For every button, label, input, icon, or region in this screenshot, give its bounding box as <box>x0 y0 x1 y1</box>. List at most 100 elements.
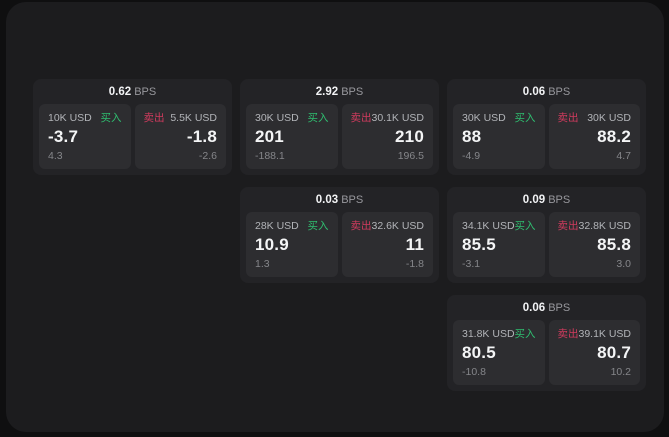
buy-price: -3.7 <box>48 127 79 146</box>
sell-panel[interactable]: 卖出 5.5K USD -1.8 -2.6 <box>134 104 226 169</box>
sell-panel-header: 卖出 39.1K USD <box>558 328 632 340</box>
sell-delta: -1.8 <box>405 258 424 270</box>
buy-amount: 31.8K USD <box>462 328 515 340</box>
bps-unit-label: BPS <box>341 194 364 206</box>
price-card: 0.62 BPS 10K USD 买入 -3.7 4.3 卖出 5.5K USD… <box>33 79 232 175</box>
buy-panel[interactable]: 10K USD 买入 -3.7 4.3 <box>39 104 131 169</box>
sell-price: 11 <box>405 235 424 254</box>
buy-side-label: 买入 <box>307 112 329 124</box>
bps-header: 0.06 BPS <box>447 295 646 320</box>
sell-panel[interactable]: 卖出 32.8K USD 85.8 3.0 <box>548 212 640 277</box>
sell-side-label: 卖出 <box>350 220 372 232</box>
sell-panel[interactable]: 卖出 39.1K USD 80.7 10.2 <box>548 320 640 385</box>
buy-side-label: 买入 <box>514 220 536 232</box>
bps-header: 0.09 BPS <box>447 187 646 212</box>
buy-panel-header: 28K USD 买入 <box>255 220 329 232</box>
buy-side-label: 买入 <box>514 328 536 340</box>
buy-price: 10.9 <box>255 235 289 254</box>
buy-price: 80.5 <box>462 343 496 362</box>
sell-panel[interactable]: 卖出 30.1K USD 210 196.5 <box>341 104 433 169</box>
bps-header: 0.03 BPS <box>240 187 439 212</box>
sell-panel-header: 卖出 32.6K USD <box>351 220 425 232</box>
sell-delta: -2.6 <box>198 150 217 162</box>
card-body: 28K USD 买入 10.9 1.3 卖出 32.6K USD 11 -1.8 <box>246 212 433 277</box>
buy-delta: -10.8 <box>462 366 486 378</box>
bps-unit-label: BPS <box>548 302 571 314</box>
bps-unit-label: BPS <box>341 86 364 98</box>
card-body: 34.1K USD 买入 85.5 -3.1 卖出 32.8K USD 85.8… <box>453 212 640 277</box>
bps-value: 0.06 <box>522 302 546 314</box>
buy-amount: 10K USD <box>48 112 92 124</box>
sell-panel-header: 卖出 30.1K USD <box>351 112 425 124</box>
buy-panel-header: 31.8K USD 买入 <box>462 328 536 340</box>
card-body: 31.8K USD 买入 80.5 -10.8 卖出 39.1K USD 80.… <box>453 320 640 385</box>
sell-panel[interactable]: 卖出 30K USD 88.2 4.7 <box>548 104 640 169</box>
sell-side-label: 卖出 <box>350 112 372 124</box>
buy-panel[interactable]: 34.1K USD 买入 85.5 -3.1 <box>453 212 545 277</box>
buy-panel-header: 30K USD 买入 <box>462 112 536 124</box>
sell-side-label: 卖出 <box>557 220 579 232</box>
sell-panel-header: 卖出 5.5K USD <box>144 112 218 124</box>
sell-price: 80.7 <box>597 343 631 362</box>
buy-amount: 30K USD <box>255 112 299 124</box>
buy-delta: 1.3 <box>255 258 270 270</box>
sell-amount: 32.8K USD <box>578 220 632 232</box>
bps-value: 0.03 <box>315 194 339 206</box>
sell-amount: 39.1K USD <box>578 328 632 340</box>
buy-delta: -188.1 <box>255 150 285 162</box>
sell-price: 88.2 <box>597 127 631 146</box>
buy-delta: 4.3 <box>48 150 63 162</box>
bps-value: 0.06 <box>522 86 546 98</box>
bps-value: 0.62 <box>108 86 132 98</box>
quotes-panel: 0.62 BPS 10K USD 买入 -3.7 4.3 卖出 5.5K USD… <box>6 2 664 432</box>
price-card: 0.03 BPS 28K USD 买入 10.9 1.3 卖出 32.6K US… <box>240 187 439 283</box>
buy-panel-header: 30K USD 买入 <box>255 112 329 124</box>
sell-amount: 32.6K USD <box>371 220 425 232</box>
sell-side-label: 卖出 <box>557 328 579 340</box>
buy-panel[interactable]: 31.8K USD 买入 80.5 -10.8 <box>453 320 545 385</box>
buy-panel[interactable]: 28K USD 买入 10.9 1.3 <box>246 212 338 277</box>
price-card: 0.09 BPS 34.1K USD 买入 85.5 -3.1 卖出 32.8K… <box>447 187 646 283</box>
sell-panel-header: 卖出 30K USD <box>558 112 632 124</box>
bps-header: 0.06 BPS <box>447 79 646 104</box>
buy-panel[interactable]: 30K USD 买入 201 -188.1 <box>246 104 338 169</box>
sell-panel[interactable]: 卖出 32.6K USD 11 -1.8 <box>341 212 433 277</box>
sell-side-label: 卖出 <box>557 112 579 124</box>
sell-panel-header: 卖出 32.8K USD <box>558 220 632 232</box>
buy-delta: -4.9 <box>462 150 481 162</box>
sell-price: -1.8 <box>186 127 217 146</box>
sell-delta: 196.5 <box>397 150 424 162</box>
buy-price: 201 <box>255 127 284 146</box>
buy-amount: 34.1K USD <box>462 220 515 232</box>
card-body: 10K USD 买入 -3.7 4.3 卖出 5.5K USD -1.8 -2.… <box>39 104 226 169</box>
buy-amount: 30K USD <box>462 112 506 124</box>
sell-amount: 5.5K USD <box>170 112 217 124</box>
bps-unit-label: BPS <box>134 86 157 98</box>
buy-price: 88 <box>462 127 482 146</box>
card-body: 30K USD 买入 88 -4.9 卖出 30K USD 88.2 4.7 <box>453 104 640 169</box>
bps-value: 0.09 <box>522 194 546 206</box>
sell-price: 210 <box>395 127 424 146</box>
sell-side-label: 卖出 <box>143 112 165 124</box>
bps-header: 0.62 BPS <box>33 79 232 104</box>
sell-delta: 4.7 <box>616 150 631 162</box>
price-card: 2.92 BPS 30K USD 买入 201 -188.1 卖出 30.1K … <box>240 79 439 175</box>
buy-panel-header: 10K USD 买入 <box>48 112 122 124</box>
buy-side-label: 买入 <box>100 112 122 124</box>
buy-side-label: 买入 <box>307 220 329 232</box>
buy-price: 85.5 <box>462 235 496 254</box>
buy-side-label: 买入 <box>514 112 536 124</box>
bps-header: 2.92 BPS <box>240 79 439 104</box>
sell-amount: 30K USD <box>587 112 631 124</box>
sell-delta: 3.0 <box>616 258 631 270</box>
bps-unit-label: BPS <box>548 194 571 206</box>
card-body: 30K USD 买入 201 -188.1 卖出 30.1K USD 210 1… <box>246 104 433 169</box>
sell-price: 85.8 <box>597 235 631 254</box>
buy-amount: 28K USD <box>255 220 299 232</box>
bps-unit-label: BPS <box>548 86 571 98</box>
sell-delta: 10.2 <box>610 366 631 378</box>
buy-panel-header: 34.1K USD 买入 <box>462 220 536 232</box>
buy-panel[interactable]: 30K USD 买入 88 -4.9 <box>453 104 545 169</box>
price-card: 0.06 BPS 30K USD 买入 88 -4.9 卖出 30K USD 8… <box>447 79 646 175</box>
